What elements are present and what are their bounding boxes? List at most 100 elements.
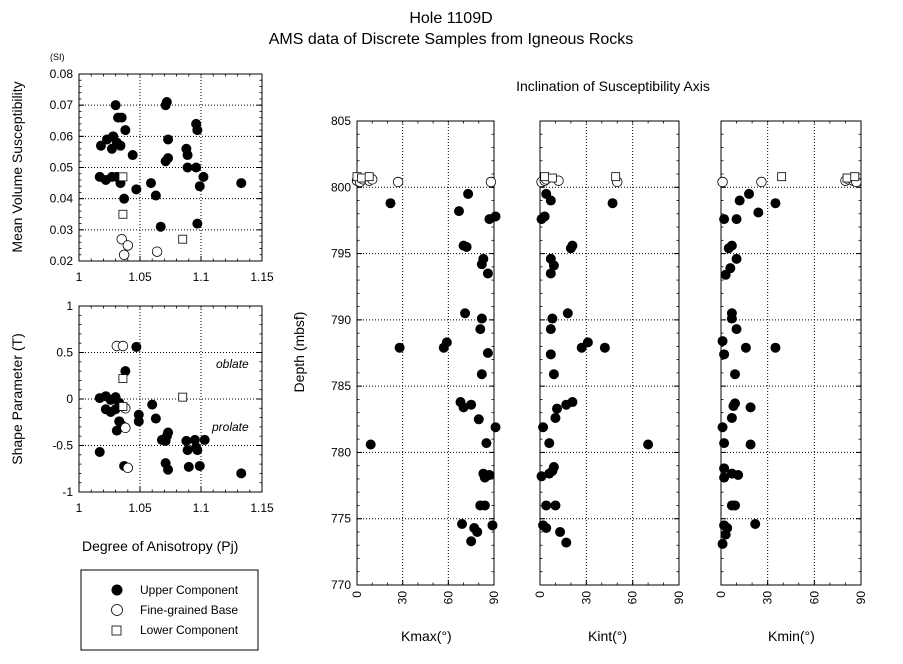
marks-layer xyxy=(351,172,501,547)
chart-kmax: 0 30 60 90 770 775 780 785 790 795 800 805 Kmax(°) xyxy=(331,114,501,644)
x-tick-label: 30 xyxy=(579,591,593,605)
upper-component-point xyxy=(119,193,130,204)
x-tick-label: 1 xyxy=(76,501,83,515)
x-axis-label: Kmax(°) xyxy=(401,628,452,644)
upper-component-point xyxy=(544,438,555,449)
upper-component-point xyxy=(731,324,742,335)
upper-component-point xyxy=(561,537,572,548)
marks-layer xyxy=(94,97,247,260)
y-tick-label: 0.07 xyxy=(50,98,74,112)
upper-component-point xyxy=(163,134,174,145)
upper-component-point xyxy=(550,500,561,511)
y-tick-label: 0.05 xyxy=(50,161,74,175)
fine-grained-base-point xyxy=(122,462,134,474)
upper-component-point xyxy=(541,522,552,533)
upper-component-point xyxy=(582,337,593,348)
chart-shape: Shape Parameter (T) Degree of Anisotropy… xyxy=(9,299,274,554)
legend-label-upper: Upper Component xyxy=(140,583,239,597)
upper-component-point xyxy=(490,422,501,433)
upper-component-point xyxy=(490,211,501,222)
upper-component-point xyxy=(744,188,754,199)
x-tick-label: 1.1 xyxy=(193,270,210,284)
upper-component-point xyxy=(719,438,730,449)
y-axis-label: Mean Volume Susceptibility xyxy=(9,81,25,252)
upper-component-point xyxy=(567,397,578,408)
fine-grained-base-point xyxy=(151,246,163,257)
figure-title: Hole 1109D xyxy=(409,10,492,27)
figure-subtitle: AMS data of Discrete Samples from Igneou… xyxy=(269,31,634,48)
x-tick-label: 30 xyxy=(396,591,410,605)
plot-frame xyxy=(720,120,862,586)
upper-component-point xyxy=(719,214,730,225)
y-tick-label: 0.5 xyxy=(56,346,73,360)
chart-susceptibility: (SI) Mean Volume Susceptibility 1 1.05 1.1… xyxy=(9,52,274,284)
upper-component-point xyxy=(545,268,556,279)
upper-component-point xyxy=(482,268,493,279)
upper-component-point xyxy=(147,399,158,410)
upper-component-point xyxy=(562,308,573,319)
upper-component-point xyxy=(111,425,122,436)
upper-component-point xyxy=(150,190,161,201)
upper-component-point xyxy=(538,422,549,433)
upper-component-point xyxy=(476,313,487,324)
upper-component-point xyxy=(548,462,559,473)
upper-component-point xyxy=(717,336,728,347)
prolate-annotation: prolate xyxy=(211,420,249,434)
y-tick-label: 0.08 xyxy=(50,67,74,81)
y-tick-label: 0 xyxy=(66,392,73,406)
upper-component-point xyxy=(719,472,730,483)
upper-component-point xyxy=(545,253,556,264)
upper-component-point xyxy=(453,206,464,217)
upper-component-point xyxy=(478,253,489,264)
upper-component-point xyxy=(192,445,203,456)
upper-component-point xyxy=(545,324,556,335)
lower-component-point xyxy=(118,402,128,411)
fine-grained-base-point xyxy=(116,233,127,245)
fine-grained-base-point xyxy=(118,249,130,260)
upper-component-point xyxy=(120,125,131,136)
x-tick-label: 1.05 xyxy=(128,501,152,515)
x-tick-label: 90 xyxy=(487,591,501,605)
y-tick-label: -0.5 xyxy=(52,439,73,453)
upper-component-point xyxy=(725,263,736,274)
upper-component-point xyxy=(183,461,194,472)
upper-component-point xyxy=(163,153,174,164)
upper-component-point xyxy=(731,214,742,225)
upper-component-point xyxy=(547,313,558,324)
marks-layer xyxy=(536,172,654,548)
unit-label: (SI) xyxy=(50,52,65,62)
lower-component-point xyxy=(777,172,787,182)
upper-component-point xyxy=(161,97,172,108)
upper-component-point xyxy=(745,439,756,450)
x-axis-label: Kmin(°) xyxy=(768,628,815,644)
upper-component-point xyxy=(740,342,751,353)
upper-component-point xyxy=(733,469,744,480)
upper-component-point xyxy=(770,198,781,209)
tick-layer: 0 30 60 90 xyxy=(533,120,686,605)
fine-grained-base-point xyxy=(392,176,404,188)
upper-component-point xyxy=(194,460,205,471)
y-tick-label: 770 xyxy=(331,578,351,592)
upper-component-point xyxy=(719,349,730,360)
plot-frame xyxy=(356,120,495,586)
upper-component-point xyxy=(236,178,247,189)
marks-layer xyxy=(94,340,247,479)
x-tick-label: 90 xyxy=(672,591,686,605)
legend-marker-fine xyxy=(111,604,123,616)
upper-component-point xyxy=(770,342,781,353)
upper-component-point xyxy=(750,519,761,530)
fine-grained-base-point xyxy=(756,176,767,188)
x-axis-label: Kint(°) xyxy=(588,628,627,644)
x-tick-label: 1.15 xyxy=(250,501,274,515)
lower-component-point xyxy=(357,173,366,183)
y-tick-label: 800 xyxy=(331,180,351,194)
upper-component-point xyxy=(192,125,203,136)
upper-component-point xyxy=(441,337,452,348)
y-tick-label: 780 xyxy=(331,445,351,459)
upper-component-point xyxy=(365,439,376,450)
upper-component-point xyxy=(192,218,203,229)
x-tick-label: 1 xyxy=(76,270,83,284)
y-tick-label: 805 xyxy=(331,114,351,128)
y-tick-label: 775 xyxy=(331,512,351,526)
marks-layer xyxy=(717,172,862,549)
